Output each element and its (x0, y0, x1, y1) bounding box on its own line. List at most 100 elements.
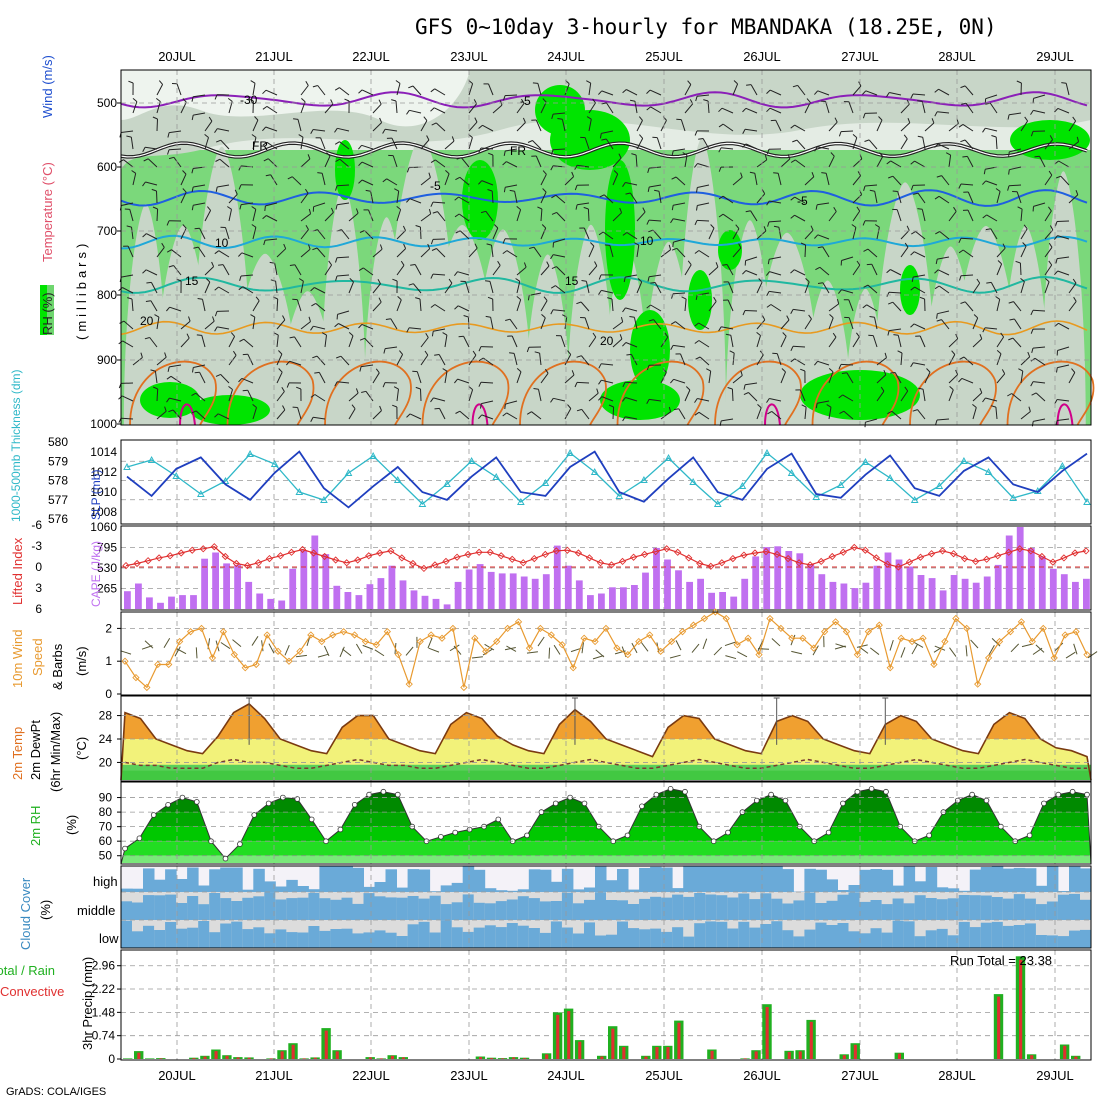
precip-conv-bar (997, 996, 1001, 1059)
cape-bar (906, 566, 914, 609)
rh2m-unit-label: (%) (64, 815, 79, 835)
cloud-bar (617, 921, 629, 948)
cape-bar (697, 578, 704, 609)
cloud-bar (782, 869, 794, 892)
precip-conv-bar (798, 1051, 802, 1059)
cloud-bar (672, 888, 684, 892)
cape-bar (851, 588, 859, 609)
tick-label: 0 (105, 687, 112, 701)
cloud-cover-bars (121, 866, 1092, 948)
cloud-bar (429, 895, 442, 920)
rh-marker (983, 797, 990, 804)
wind-marker (864, 628, 873, 636)
li-marker (718, 559, 726, 567)
cape-bar (421, 595, 429, 609)
date-bottom-8: 28JUL (938, 1068, 976, 1083)
cloud-bar (561, 927, 574, 948)
slp-marker (984, 467, 993, 475)
cloud-bar (749, 927, 761, 948)
cloud-bar (903, 921, 916, 948)
date-top-0: 20JUL (158, 49, 196, 64)
contour-label: 15 (185, 274, 199, 288)
cloud-bar (506, 899, 519, 920)
cloud-bar (793, 900, 805, 920)
wind-marker (493, 637, 501, 646)
cloud-bar (947, 898, 960, 920)
li-marker (629, 553, 638, 561)
cloud-bar (694, 893, 706, 920)
tick-label: 800 (97, 288, 117, 302)
cloud-bar (220, 867, 232, 892)
cloud-middle-label: middle (77, 903, 115, 918)
cloud-bar (396, 897, 409, 920)
cloud-bar (539, 901, 552, 920)
cape-bar (201, 558, 208, 609)
cloud-bar (848, 892, 860, 920)
slp-marker (172, 471, 181, 479)
cape-bar (917, 575, 925, 609)
li-marker (574, 549, 583, 557)
cloud-bar (595, 892, 607, 920)
cloud-bar (143, 895, 155, 920)
precip-conv-bar (324, 1030, 328, 1059)
cloud-bar (1069, 930, 1081, 948)
cape-bar (465, 569, 473, 609)
precip-conv-bar (897, 1053, 901, 1059)
cloud-bar (958, 895, 971, 920)
precip-conv-bar (578, 1041, 582, 1059)
cloud-bar (947, 935, 960, 948)
cloud-bar (165, 922, 177, 948)
wind-marker (788, 634, 796, 642)
cloud-bar (418, 869, 431, 892)
lifted-index-line (122, 543, 1090, 573)
cloud-bar (209, 893, 221, 920)
wind-marker (307, 631, 315, 639)
cloud-bar (1035, 904, 1048, 920)
li-marker (1049, 558, 1057, 566)
precip-conv-bar (269, 1058, 273, 1059)
cloud-bar (848, 885, 860, 892)
wind-marker (263, 631, 271, 639)
wind-marker (285, 657, 293, 665)
contour-label: -30 (240, 93, 258, 107)
contour-25 (811, 360, 900, 426)
wind-marker (503, 624, 512, 633)
rh-marker (969, 791, 975, 798)
cape-bar (840, 583, 848, 609)
cloud-bar (341, 897, 353, 920)
slp-marker (320, 495, 328, 503)
wind-marker (974, 680, 982, 688)
date-bottom-3: 23JUL (450, 1068, 488, 1083)
li-marker (243, 561, 252, 570)
slp-tick: 1014 (90, 445, 117, 459)
cloud-bar (991, 897, 1004, 920)
thickness-line (126, 450, 1088, 509)
rh-marker (1084, 791, 1090, 798)
cape-bar (388, 565, 396, 609)
cape-bar (763, 547, 771, 609)
wind-marker (613, 644, 621, 652)
rh-marker (825, 829, 832, 836)
slp-tick: 1012 (90, 465, 117, 479)
wind-marker (143, 683, 151, 692)
rh-label: RH (%) (40, 292, 55, 335)
rh-marker (136, 835, 143, 842)
wind-marker (984, 654, 993, 662)
wind-marker (602, 624, 610, 633)
cloud-bar (1002, 898, 1015, 920)
wind-marker (121, 657, 129, 665)
slp-marker (615, 491, 624, 499)
cloud-bar (925, 930, 938, 948)
li-marker (254, 559, 263, 567)
cloud-bar (297, 897, 309, 920)
cape-bar (708, 592, 715, 609)
precip-conv-bar (655, 1047, 659, 1059)
rh-marker (351, 801, 358, 808)
precip-conv-bar (600, 1056, 604, 1059)
cape-bar (311, 535, 319, 609)
wind-marker (744, 634, 752, 642)
cloud-bar (176, 903, 188, 920)
cloud-bar (639, 898, 651, 920)
li-marker (166, 552, 174, 560)
lifted-index-label: Lifted Index (10, 537, 25, 605)
